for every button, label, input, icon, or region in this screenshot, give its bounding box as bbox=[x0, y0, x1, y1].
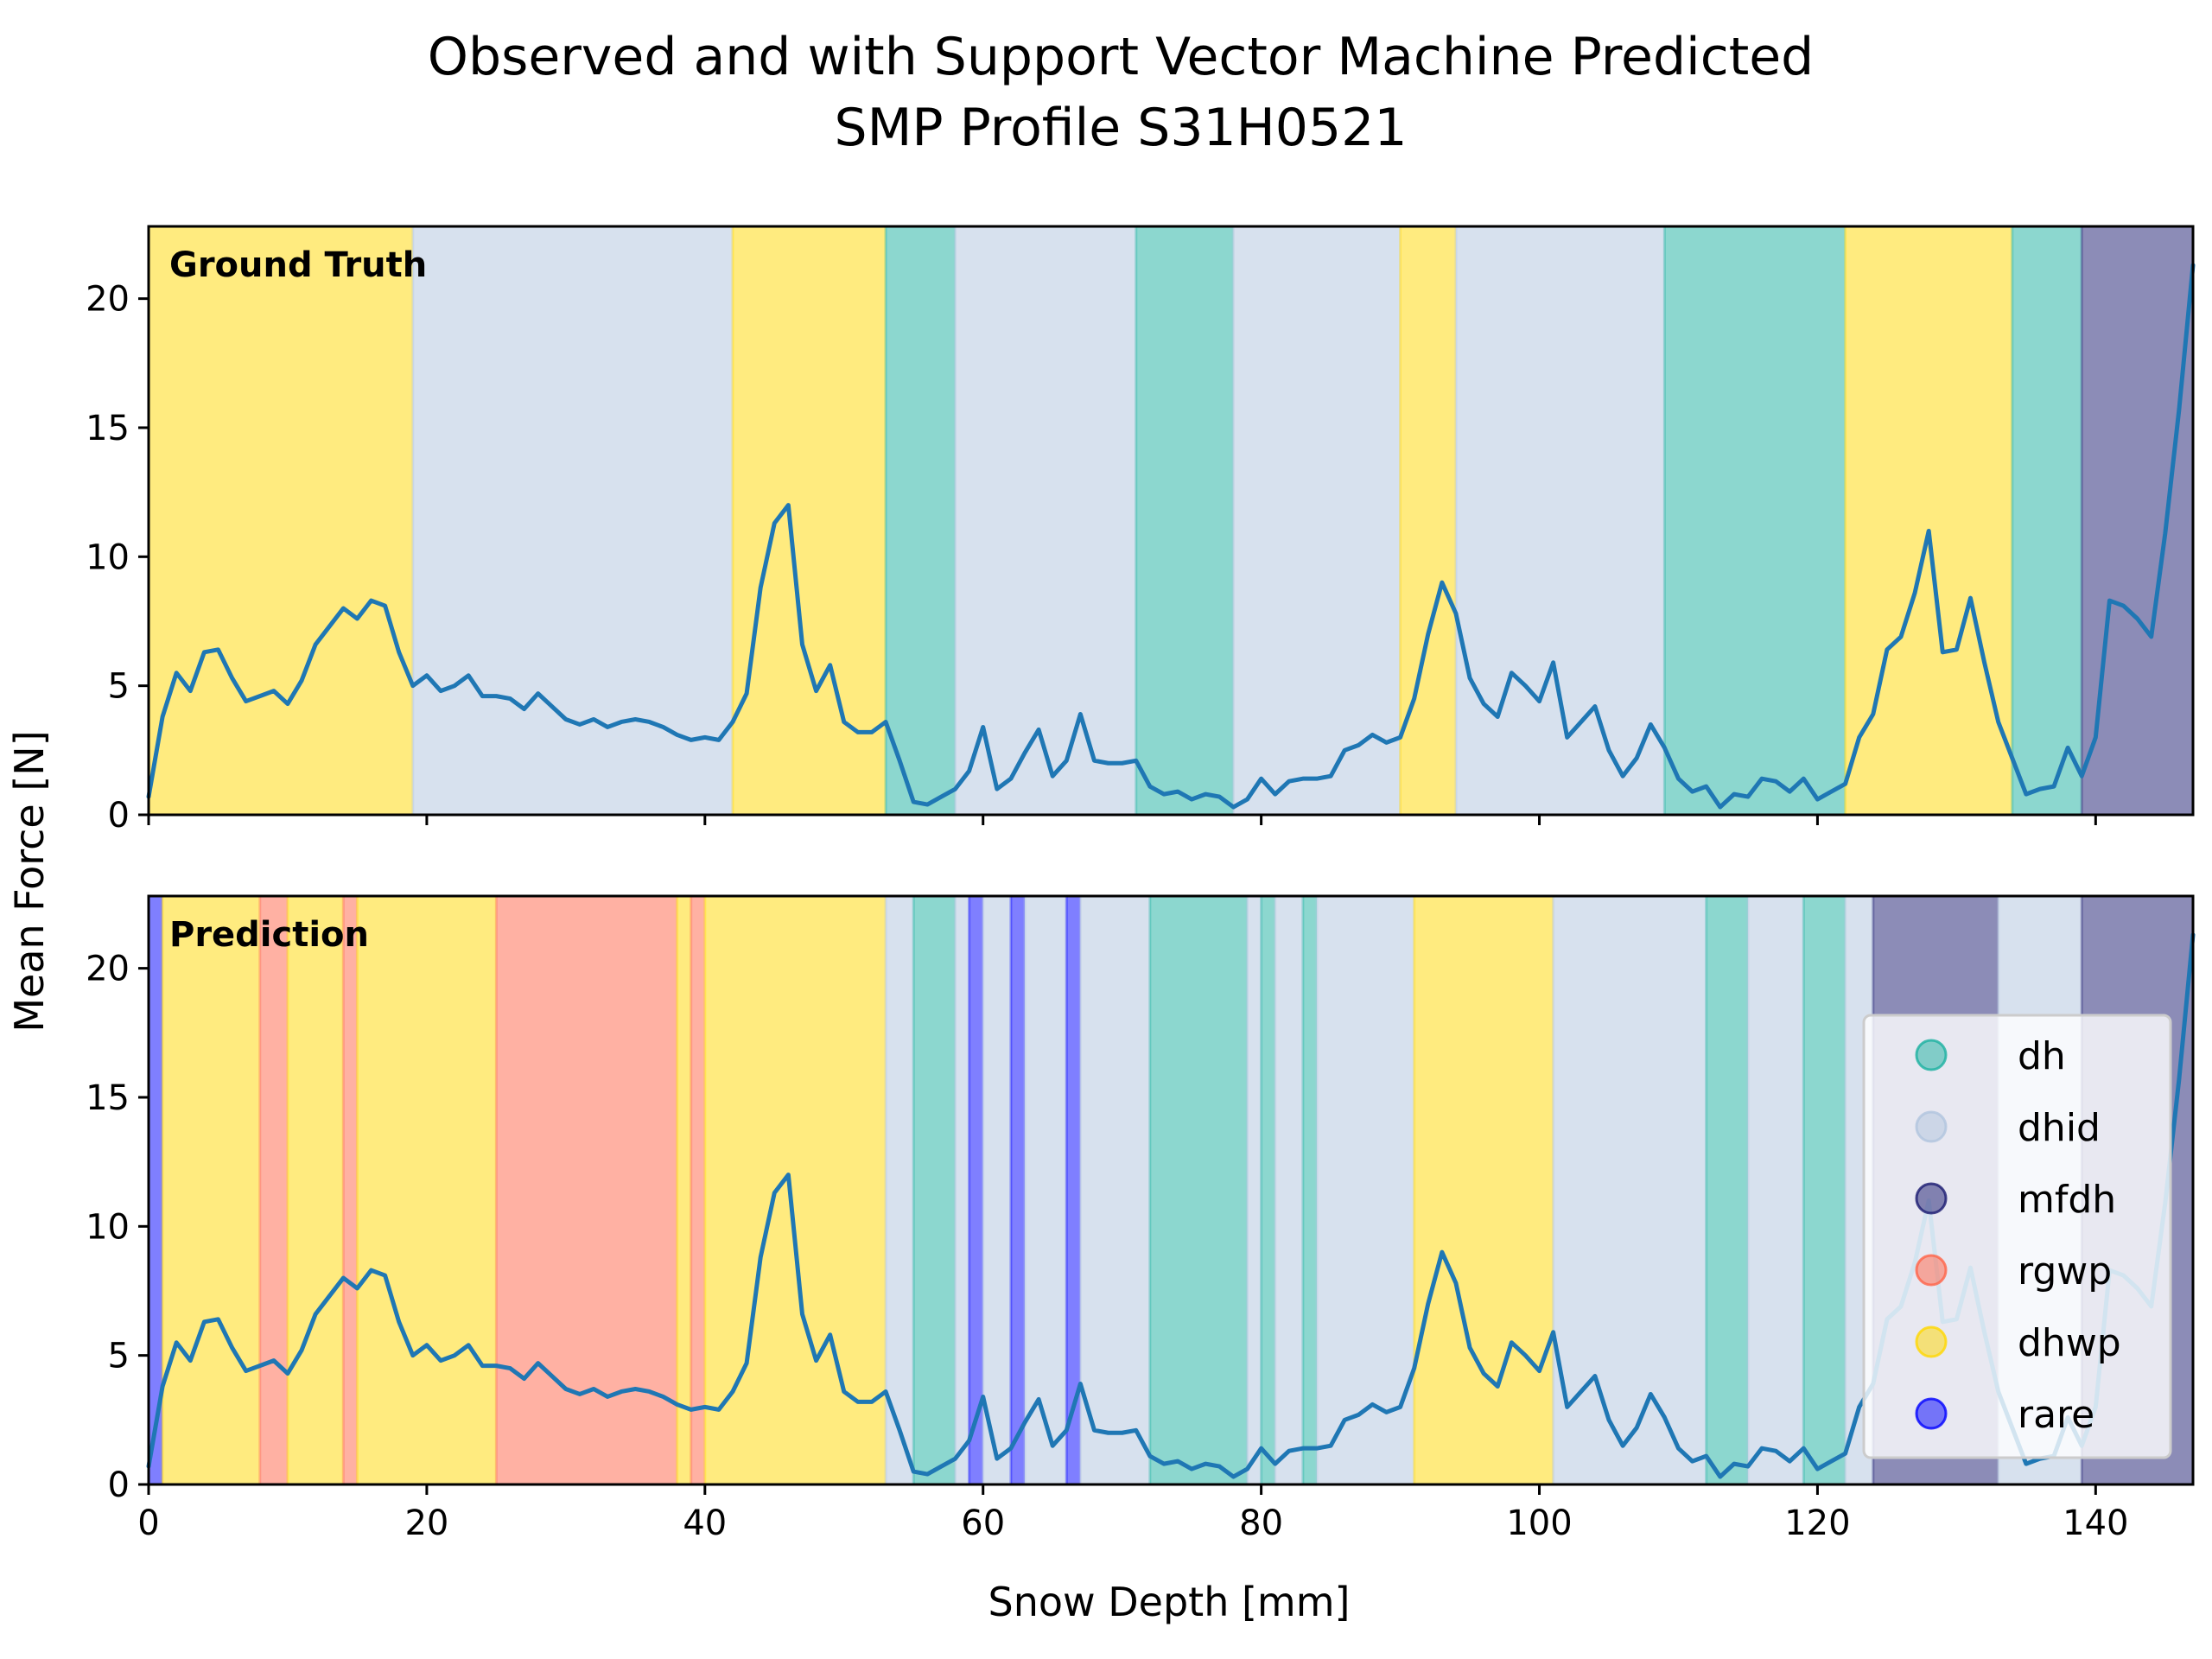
segment-dhwp bbox=[149, 226, 413, 815]
segment-dhid bbox=[1747, 896, 1804, 1484]
legend-label-dhwp: dhwp bbox=[2018, 1321, 2121, 1365]
x-tick-label: 60 bbox=[961, 1503, 1005, 1543]
segment-mfdh bbox=[2082, 226, 2193, 815]
segment-dhwp bbox=[1414, 896, 1554, 1484]
x-tick-label: 20 bbox=[404, 1503, 448, 1543]
segment-dhid bbox=[412, 226, 733, 815]
segment-dhid bbox=[1274, 896, 1303, 1484]
segment-dh bbox=[886, 226, 956, 815]
x-tick-label: 40 bbox=[683, 1503, 727, 1543]
chart-title-line-2: SMP Profile S31H0521 bbox=[835, 98, 1408, 158]
segment-rgwp bbox=[259, 896, 288, 1484]
y-tick-label: 5 bbox=[108, 1337, 130, 1376]
legend-label-rgwp: rgwp bbox=[2018, 1249, 2112, 1294]
legend-box bbox=[1862, 1014, 2172, 1459]
x-tick-label: 140 bbox=[2063, 1503, 2128, 1543]
y-tick-label: 15 bbox=[86, 409, 130, 448]
x-tick-label: 0 bbox=[137, 1503, 159, 1543]
segment-dh bbox=[1149, 896, 1248, 1484]
segment-dhwp bbox=[704, 896, 887, 1484]
segment-dhwp bbox=[357, 896, 497, 1484]
axes-frame bbox=[147, 894, 2195, 1486]
y-tick-label: 20 bbox=[86, 950, 130, 989]
x-tick-label: 100 bbox=[1506, 1503, 1572, 1543]
x-tick-label: 120 bbox=[1784, 1503, 1850, 1543]
chart-title-line-1: Observed and with Support Vector Machine… bbox=[428, 27, 1814, 87]
segment-rgwp bbox=[690, 896, 705, 1484]
axes-frame bbox=[147, 225, 2195, 817]
panel-label: Prediction bbox=[169, 915, 369, 955]
segment-dh bbox=[1803, 896, 1846, 1484]
y-tick-label: 10 bbox=[86, 537, 130, 577]
legend-label-mfdh: mfdh bbox=[2018, 1178, 2116, 1222]
segment-dhwp bbox=[677, 896, 691, 1484]
segment-dhid bbox=[1233, 226, 1401, 815]
segment-dhid bbox=[955, 226, 1136, 815]
segment-dhid bbox=[955, 896, 969, 1484]
segment-rare bbox=[1010, 896, 1025, 1484]
segment-rare bbox=[1066, 896, 1081, 1484]
x-axis-label: Snow Depth [mm] bbox=[988, 1579, 1351, 1625]
panel-label: Ground Truth bbox=[169, 245, 427, 285]
segment-dhwp bbox=[1845, 226, 2012, 815]
force-line bbox=[146, 932, 2196, 1479]
legend-marker-dh bbox=[1915, 1039, 1948, 1071]
segment-rgwp bbox=[343, 896, 358, 1484]
y-tick-label: 0 bbox=[108, 1465, 130, 1505]
legend-label-dhid: dhid bbox=[2018, 1106, 2101, 1150]
legend-marker-rare bbox=[1915, 1397, 1948, 1430]
segment-dhwp bbox=[162, 896, 260, 1484]
segment-rgwp bbox=[496, 896, 677, 1484]
ground-truth-panel: 0 5 10 15 20 Ground Truth bbox=[86, 225, 2196, 836]
legend-marker-dhwp bbox=[1915, 1325, 1948, 1358]
chart-legend: dh dhid mfdh rgwp dhwp rare bbox=[1862, 1014, 2172, 1459]
segment-dh bbox=[1135, 226, 1234, 815]
segment-dhwp bbox=[287, 896, 344, 1484]
segment-rare bbox=[969, 896, 983, 1484]
segment-dh bbox=[1302, 896, 1317, 1484]
segment-dh bbox=[2012, 226, 2082, 815]
legend-marker-dhid bbox=[1915, 1110, 1948, 1143]
segment-dh bbox=[1706, 896, 1748, 1484]
segment-dhwp bbox=[733, 226, 887, 815]
y-tick-label: 10 bbox=[86, 1207, 130, 1247]
legend-marker-rgwp bbox=[1915, 1254, 1948, 1287]
segment-dhwp bbox=[1400, 226, 1456, 815]
y-tick-label: 20 bbox=[86, 280, 130, 320]
y-tick-label: 5 bbox=[108, 667, 130, 707]
segment-dhid bbox=[1247, 896, 1262, 1484]
segment-dh bbox=[1664, 226, 1846, 815]
segment-dhid bbox=[1317, 896, 1414, 1484]
segment-dhid bbox=[1455, 226, 1665, 815]
y-tick-label: 15 bbox=[86, 1078, 130, 1118]
segment-rare bbox=[149, 896, 163, 1484]
segment-dh bbox=[1261, 896, 1275, 1484]
segment-dhid bbox=[1553, 896, 1707, 1484]
y-axis-label: Mean Force [N] bbox=[6, 730, 53, 1032]
x-tick-label: 80 bbox=[1239, 1503, 1283, 1543]
force-line bbox=[146, 263, 2196, 810]
segment-dhid bbox=[982, 896, 1011, 1484]
legend-label-rare: rare bbox=[2018, 1393, 2094, 1437]
y-tick-label: 0 bbox=[108, 796, 130, 836]
segment-dhid bbox=[886, 896, 914, 1484]
segment-dhid bbox=[1025, 896, 1067, 1484]
legend-marker-mfdh bbox=[1915, 1182, 1948, 1215]
segment-dh bbox=[913, 896, 956, 1484]
legend-label-dh: dh bbox=[2018, 1034, 2066, 1078]
segment-dhid bbox=[1080, 896, 1150, 1484]
